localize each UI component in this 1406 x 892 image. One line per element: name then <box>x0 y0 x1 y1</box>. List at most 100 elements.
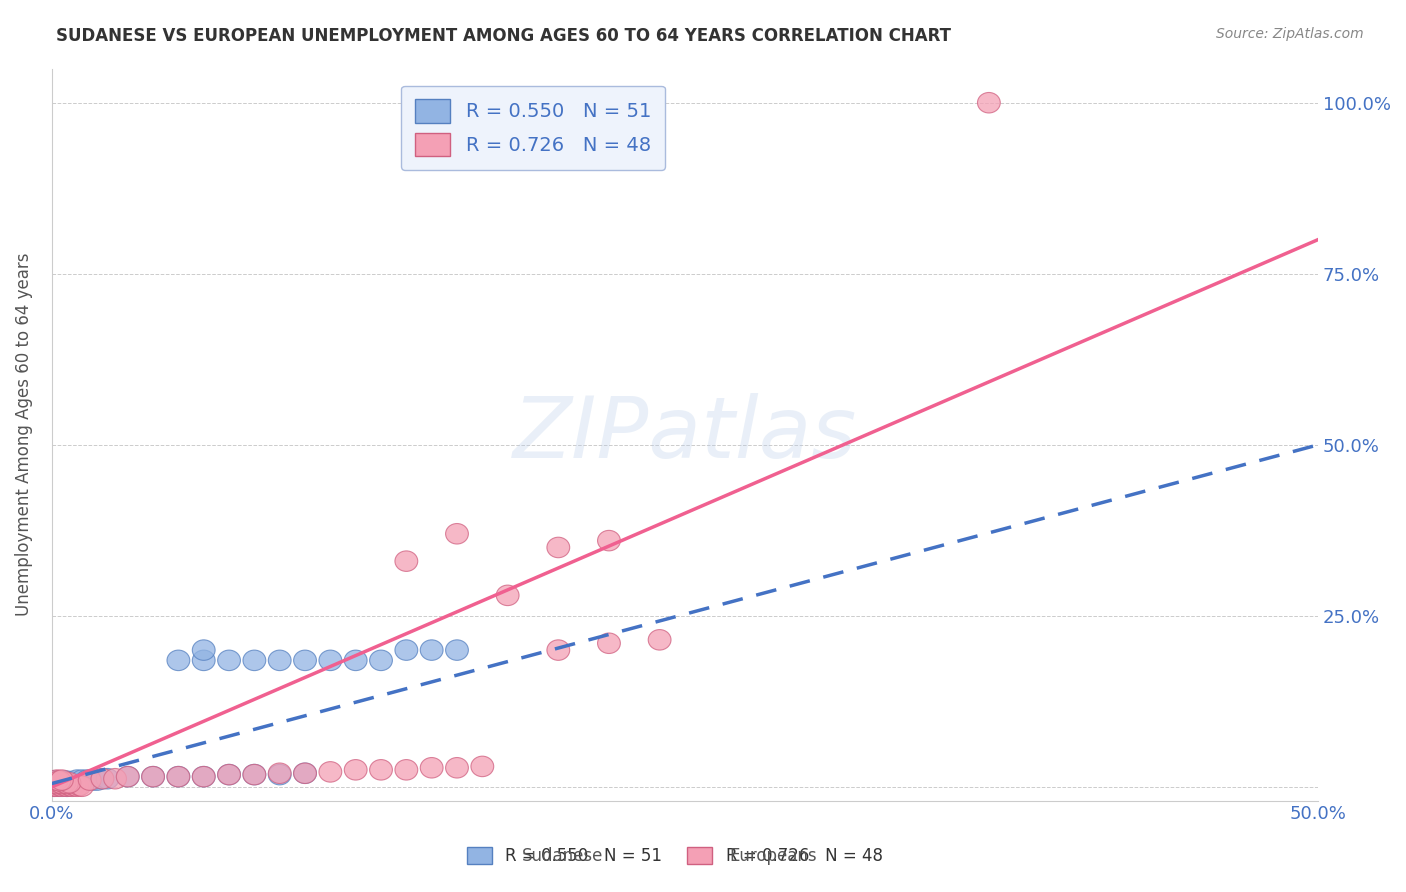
Ellipse shape <box>70 776 94 797</box>
Ellipse shape <box>53 773 76 794</box>
Ellipse shape <box>598 531 620 551</box>
Ellipse shape <box>58 772 82 793</box>
Ellipse shape <box>269 650 291 671</box>
Ellipse shape <box>243 764 266 785</box>
Ellipse shape <box>63 775 86 796</box>
Ellipse shape <box>51 776 73 797</box>
Ellipse shape <box>420 640 443 660</box>
Ellipse shape <box>45 773 69 794</box>
Ellipse shape <box>370 760 392 780</box>
Ellipse shape <box>269 763 291 783</box>
Ellipse shape <box>117 766 139 787</box>
Ellipse shape <box>48 776 70 797</box>
Ellipse shape <box>977 93 1000 113</box>
Ellipse shape <box>142 766 165 787</box>
Ellipse shape <box>218 764 240 785</box>
Ellipse shape <box>370 650 392 671</box>
Ellipse shape <box>598 633 620 654</box>
Ellipse shape <box>48 772 70 793</box>
Ellipse shape <box>51 774 73 795</box>
Ellipse shape <box>218 764 240 785</box>
Ellipse shape <box>395 551 418 572</box>
Ellipse shape <box>446 757 468 778</box>
Ellipse shape <box>104 769 127 789</box>
Text: Sudanese: Sudanese <box>522 847 603 865</box>
Ellipse shape <box>395 760 418 780</box>
Text: Europeans: Europeans <box>730 847 817 865</box>
Ellipse shape <box>53 771 76 791</box>
Ellipse shape <box>193 640 215 660</box>
Ellipse shape <box>58 774 82 795</box>
Ellipse shape <box>91 769 114 789</box>
Ellipse shape <box>53 775 76 796</box>
Ellipse shape <box>45 772 69 792</box>
Ellipse shape <box>58 775 82 796</box>
Ellipse shape <box>547 537 569 558</box>
Ellipse shape <box>60 776 83 797</box>
Ellipse shape <box>56 776 79 797</box>
Ellipse shape <box>58 772 82 792</box>
Ellipse shape <box>58 773 82 794</box>
Ellipse shape <box>79 770 101 790</box>
Ellipse shape <box>66 776 89 797</box>
Ellipse shape <box>142 766 165 787</box>
Ellipse shape <box>193 766 215 787</box>
Ellipse shape <box>69 775 91 796</box>
Ellipse shape <box>167 766 190 787</box>
Ellipse shape <box>319 762 342 782</box>
Ellipse shape <box>294 763 316 783</box>
Ellipse shape <box>60 772 83 793</box>
Ellipse shape <box>76 770 98 790</box>
Text: SUDANESE VS EUROPEAN UNEMPLOYMENT AMONG AGES 60 TO 64 YEARS CORRELATION CHART: SUDANESE VS EUROPEAN UNEMPLOYMENT AMONG … <box>56 27 952 45</box>
Ellipse shape <box>45 776 69 797</box>
Ellipse shape <box>44 771 66 791</box>
Ellipse shape <box>51 770 73 790</box>
Ellipse shape <box>648 630 671 650</box>
Ellipse shape <box>51 773 73 794</box>
Ellipse shape <box>117 766 139 787</box>
Ellipse shape <box>496 585 519 606</box>
Ellipse shape <box>48 775 70 796</box>
Ellipse shape <box>60 775 83 796</box>
Ellipse shape <box>53 775 76 796</box>
Ellipse shape <box>70 770 94 790</box>
Ellipse shape <box>218 650 240 671</box>
Ellipse shape <box>45 773 69 794</box>
Ellipse shape <box>243 650 266 671</box>
Ellipse shape <box>167 766 190 787</box>
Ellipse shape <box>51 774 73 795</box>
Ellipse shape <box>344 650 367 671</box>
Ellipse shape <box>86 770 108 790</box>
Ellipse shape <box>167 650 190 671</box>
Ellipse shape <box>193 650 215 671</box>
Ellipse shape <box>547 640 569 660</box>
Ellipse shape <box>45 770 69 790</box>
Ellipse shape <box>446 640 468 660</box>
Ellipse shape <box>56 776 79 797</box>
Ellipse shape <box>56 772 79 792</box>
Ellipse shape <box>51 772 73 792</box>
Y-axis label: Unemployment Among Ages 60 to 64 years: Unemployment Among Ages 60 to 64 years <box>15 252 32 616</box>
Ellipse shape <box>48 772 70 792</box>
Ellipse shape <box>344 760 367 780</box>
Ellipse shape <box>471 756 494 777</box>
Ellipse shape <box>446 524 468 544</box>
Ellipse shape <box>44 776 66 797</box>
Ellipse shape <box>48 771 70 791</box>
Ellipse shape <box>48 772 70 793</box>
Ellipse shape <box>96 769 120 789</box>
Ellipse shape <box>66 770 89 790</box>
Text: Source: ZipAtlas.com: Source: ZipAtlas.com <box>1216 27 1364 41</box>
Legend: R = 0.550   N = 51, R = 0.726   N = 48: R = 0.550 N = 51, R = 0.726 N = 48 <box>460 840 890 872</box>
Ellipse shape <box>56 773 79 794</box>
Ellipse shape <box>395 640 418 660</box>
Ellipse shape <box>91 769 114 789</box>
Ellipse shape <box>420 757 443 778</box>
Ellipse shape <box>63 773 86 794</box>
Ellipse shape <box>294 763 316 783</box>
Ellipse shape <box>56 772 79 793</box>
Ellipse shape <box>243 764 266 785</box>
Ellipse shape <box>44 776 66 797</box>
Legend: R = 0.550   N = 51, R = 0.726   N = 48: R = 0.550 N = 51, R = 0.726 N = 48 <box>401 86 665 170</box>
Ellipse shape <box>269 764 291 785</box>
